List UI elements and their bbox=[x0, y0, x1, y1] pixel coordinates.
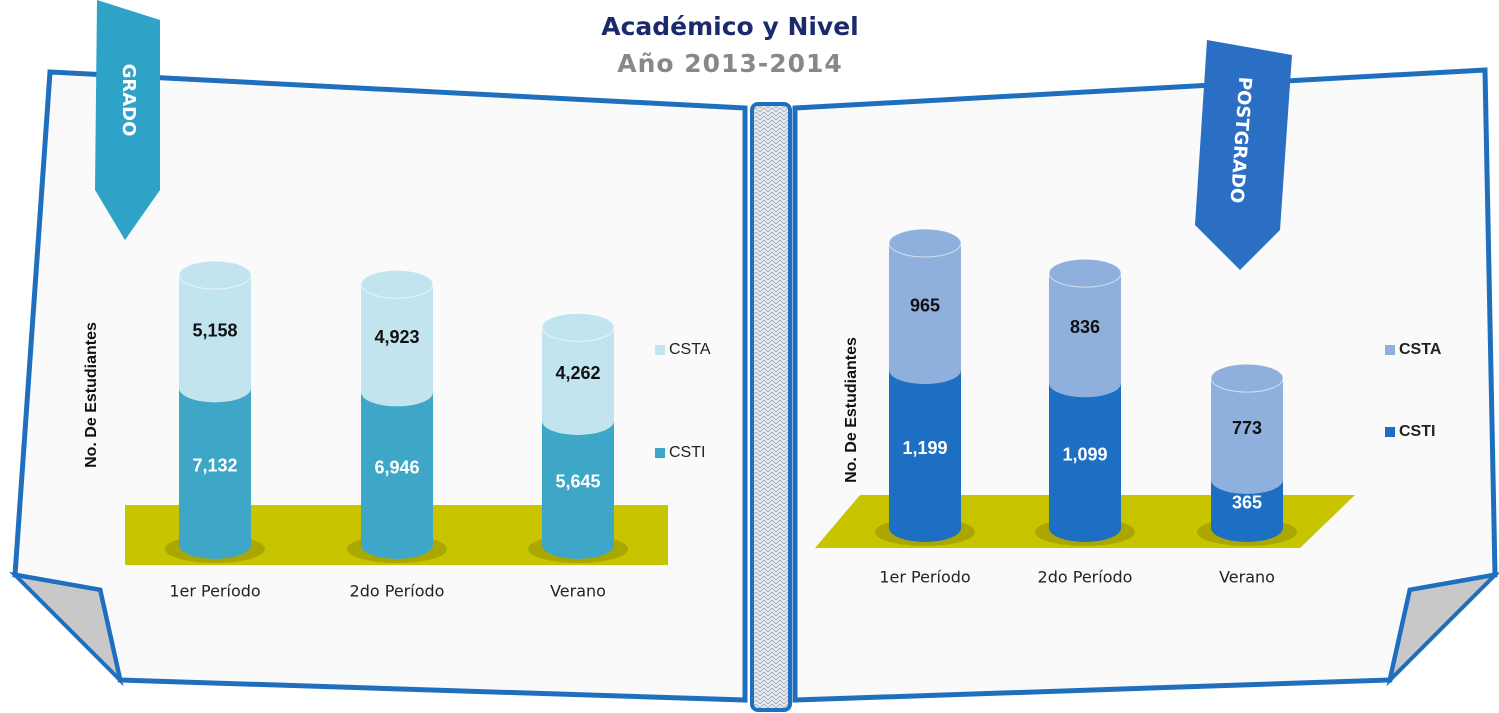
value-label: 1,199 bbox=[902, 438, 947, 458]
x-tick-label: Verano bbox=[1219, 568, 1275, 587]
legend-label: CSTI bbox=[1399, 423, 1435, 440]
cylinder-top bbox=[178, 260, 252, 290]
banner-label: GRADO bbox=[118, 64, 139, 137]
divider bbox=[750, 102, 792, 712]
value-label: 5,158 bbox=[192, 320, 237, 340]
title: Académico y Nivel bbox=[601, 12, 859, 41]
value-label: 4,923 bbox=[374, 327, 419, 347]
bar-segment bbox=[179, 388, 251, 545]
value-label: 5,645 bbox=[555, 472, 600, 492]
legend-swatch bbox=[1385, 345, 1395, 355]
value-label: 965 bbox=[910, 295, 940, 315]
bar-segment bbox=[542, 420, 614, 545]
subtitle: Año 2013-2014 bbox=[617, 49, 843, 78]
value-label: 4,262 bbox=[555, 363, 600, 383]
bar-segment bbox=[889, 243, 961, 371]
right-fold bbox=[1386, 572, 1499, 687]
cylinder-top bbox=[360, 269, 434, 299]
legend-label: CSTA bbox=[669, 341, 711, 358]
x-tick-label: 2do Período bbox=[350, 582, 445, 601]
bar-segment bbox=[1049, 273, 1121, 384]
x-tick-label: 1er Período bbox=[879, 568, 970, 587]
legend-swatch bbox=[1385, 427, 1395, 437]
bar-segment bbox=[361, 284, 433, 393]
cylinder-top bbox=[541, 312, 615, 342]
left-fold bbox=[9, 571, 124, 687]
x-tick-label: 1er Período bbox=[169, 582, 260, 601]
value-label: 7,132 bbox=[192, 455, 237, 475]
legend-label: CSTA bbox=[1399, 341, 1442, 358]
x-tick-label: Verano bbox=[550, 582, 606, 601]
bar-segment bbox=[1211, 378, 1283, 480]
y-axis-label: No. De Estudiantes bbox=[843, 337, 860, 483]
y-axis-label: No. De Estudiantes bbox=[83, 322, 100, 468]
bar-segment bbox=[361, 392, 433, 545]
legend-swatch bbox=[655, 448, 665, 458]
cylinder-top bbox=[888, 228, 962, 258]
value-label: 1,099 bbox=[1062, 444, 1107, 464]
cylinder-top bbox=[1210, 363, 1284, 393]
bar-segment bbox=[179, 275, 251, 389]
bar-segment bbox=[889, 370, 961, 528]
value-label: 773 bbox=[1232, 418, 1262, 438]
value-label: 836 bbox=[1070, 317, 1100, 337]
bar-segment bbox=[542, 327, 614, 421]
legend-label: CSTI bbox=[669, 444, 705, 461]
cylinder-top bbox=[1048, 258, 1122, 288]
bar-segment bbox=[1049, 383, 1121, 528]
banner bbox=[1195, 40, 1292, 270]
x-tick-label: 2do Período bbox=[1038, 568, 1133, 587]
banner bbox=[95, 0, 160, 240]
legend-swatch bbox=[655, 345, 665, 355]
value-label: 365 bbox=[1232, 493, 1262, 513]
value-label: 6,946 bbox=[374, 457, 419, 477]
